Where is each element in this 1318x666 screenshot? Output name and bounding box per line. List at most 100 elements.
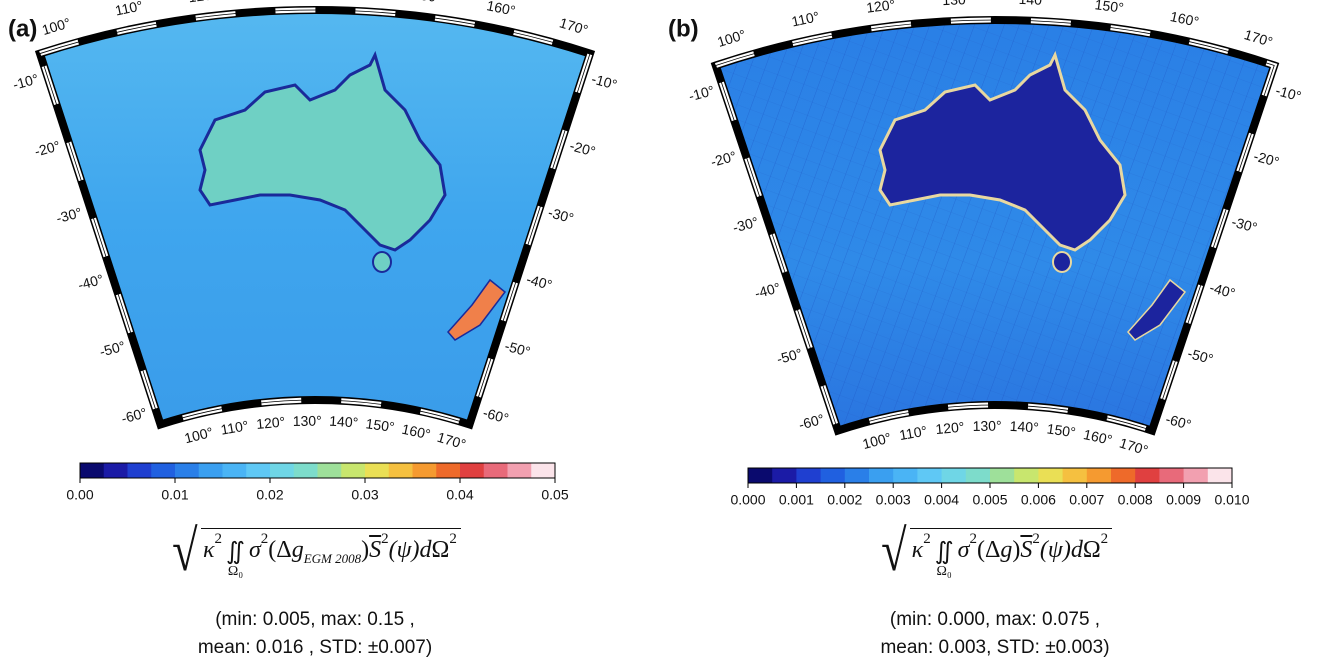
colorbar-swatch <box>412 463 437 478</box>
formula-piece: S <box>369 537 382 563</box>
formula-piece: Ω <box>1082 537 1101 563</box>
lat-label-left: -30° <box>54 204 83 226</box>
map-ocean <box>39 9 591 425</box>
colorbar-tick-label: 0.006 <box>1021 492 1056 508</box>
colorbar-swatch <box>1062 468 1088 483</box>
colorbar-swatch <box>869 468 894 483</box>
lat-label-right: -20° <box>1252 148 1281 170</box>
formula-piece: Ω <box>431 537 450 563</box>
lon-label-bottom: 130° <box>973 418 1002 434</box>
colorbar-swatch <box>1086 468 1112 483</box>
tasmania <box>372 251 392 273</box>
colorbar-tick-label: 0.003 <box>876 492 911 508</box>
colorbar-tick-label: 0.02 <box>256 487 283 503</box>
formula-piece: 2 <box>1032 531 1040 547</box>
formula-piece: EGM 2008 <box>303 551 362 566</box>
colorbar-swatch <box>531 463 556 478</box>
colorbar-swatch <box>893 468 918 483</box>
lat-label-left: -20° <box>709 148 738 170</box>
formula-piece: κ <box>911 537 924 563</box>
formula-piece: 2 <box>923 531 931 547</box>
lon-label-bottom: 130° <box>293 413 322 429</box>
new-zealand <box>1127 278 1187 341</box>
colorbar-swatch <box>820 468 846 483</box>
lat-label-right: -50° <box>1186 345 1215 367</box>
colorbar-swatch <box>460 463 485 478</box>
formula-piece: 2 <box>969 531 977 547</box>
colorbar-swatch <box>222 463 247 478</box>
lon-label-bottom: 120° <box>256 413 286 432</box>
lon-label-bottom: 160° <box>1082 426 1114 448</box>
formula-piece: κ <box>202 537 215 563</box>
lat-label-left: -20° <box>33 137 62 159</box>
lon-label-bottom: 150° <box>365 415 396 435</box>
lat-label-left: -40° <box>753 279 782 301</box>
colorbar-swatch <box>990 468 1015 483</box>
lon-label-bottom: 110° <box>219 417 249 437</box>
lon-label-top: 120° <box>187 0 218 5</box>
integral: ∬ Ω₀ <box>226 537 245 580</box>
lat-label-left: -60° <box>797 411 826 433</box>
lon-label-bottom: 150° <box>1046 420 1077 440</box>
lat-label-right: -40° <box>525 271 554 293</box>
integral-sign: ∬ <box>934 539 954 565</box>
colorbar-swatch <box>388 463 413 478</box>
colorbar-frame <box>79 462 556 479</box>
colorbar-swatch <box>246 463 271 478</box>
colorbar-tick-label: 0.01 <box>161 487 188 503</box>
lon-label-bottom: 170° <box>1118 435 1150 459</box>
lat-label-right: -10° <box>590 71 619 93</box>
colorbar-tick-label: 0.009 <box>1166 492 1201 508</box>
formula-piece: 2 <box>449 531 457 547</box>
lon-label-bottom: 100° <box>861 429 893 452</box>
stats-line: mean: 0.016 , STD: ±0.007) <box>197 637 433 658</box>
lat-label-right: -50° <box>503 338 532 360</box>
colorbar-swatch <box>748 468 773 483</box>
lon-label-top: 110° <box>114 0 145 19</box>
lon-label-top: 150° <box>412 0 443 5</box>
lat-label-right: -40° <box>1208 279 1237 301</box>
integral-domain: Ω₀ <box>227 564 244 579</box>
stats-line: mean: 0.003, STD: ±0.003) <box>880 637 1110 658</box>
colorbar-swatch <box>317 463 342 478</box>
colorbar-swatch <box>341 463 366 478</box>
formula-piece: ) <box>1012 537 1021 563</box>
formula-piece: S <box>1020 537 1033 563</box>
formula-piece: (ψ) <box>388 537 420 563</box>
formula-piece: (Δ <box>976 537 1001 563</box>
colorbar-swatch <box>1207 468 1233 483</box>
lat-label-right: -20° <box>568 137 597 159</box>
lon-label-top: 160° <box>1169 8 1201 30</box>
colorbar-swatch <box>507 463 532 478</box>
colorbar-tick-label: 0.00 <box>66 487 93 503</box>
lon-label-top: 110° <box>790 8 821 30</box>
colorbar-tick-label: 0.000 <box>730 492 765 508</box>
formula-piece: d <box>419 537 432 563</box>
colorbar-swatch <box>1159 468 1185 483</box>
colorbar-swatch <box>917 468 943 483</box>
formula-piece: σ <box>248 537 261 563</box>
colorbar-swatch <box>483 463 508 478</box>
colorbar-tick-label: 0.001 <box>779 492 814 508</box>
formula-piece: σ <box>957 537 970 563</box>
colorbar-tick-label: 0.007 <box>1069 492 1104 508</box>
colorbar-swatch <box>1014 468 1039 483</box>
lat-label-left: -50° <box>98 338 127 360</box>
formula-piece: g <box>291 537 304 563</box>
colorbar-tick-label: 0.03 <box>351 487 378 503</box>
lat-label-left: -10° <box>687 82 716 104</box>
radical-body: κ 2 ∬ Ω₀ σ 2 (Δ g EGM 2008) S 2 (ψ) d Ω 2 <box>200 528 461 597</box>
colorbar-swatch <box>436 463 461 478</box>
colorbar-swatch <box>965 468 991 483</box>
map-tracks <box>715 19 1275 431</box>
colorbar-swatch <box>198 463 223 478</box>
colorbar-swatch <box>103 463 128 478</box>
formula-piece: d <box>1070 537 1083 563</box>
stats: (min: 0.005, max: 0.15 , mean: 0.016 , ST… <box>85 606 545 662</box>
lat-label-left: -10° <box>11 71 40 93</box>
lon-label-bottom: 170° <box>435 429 467 453</box>
colorbar-swatch <box>270 463 295 478</box>
colorbar-swatch <box>1183 468 1209 483</box>
formula-piece: 2 <box>1100 531 1109 547</box>
